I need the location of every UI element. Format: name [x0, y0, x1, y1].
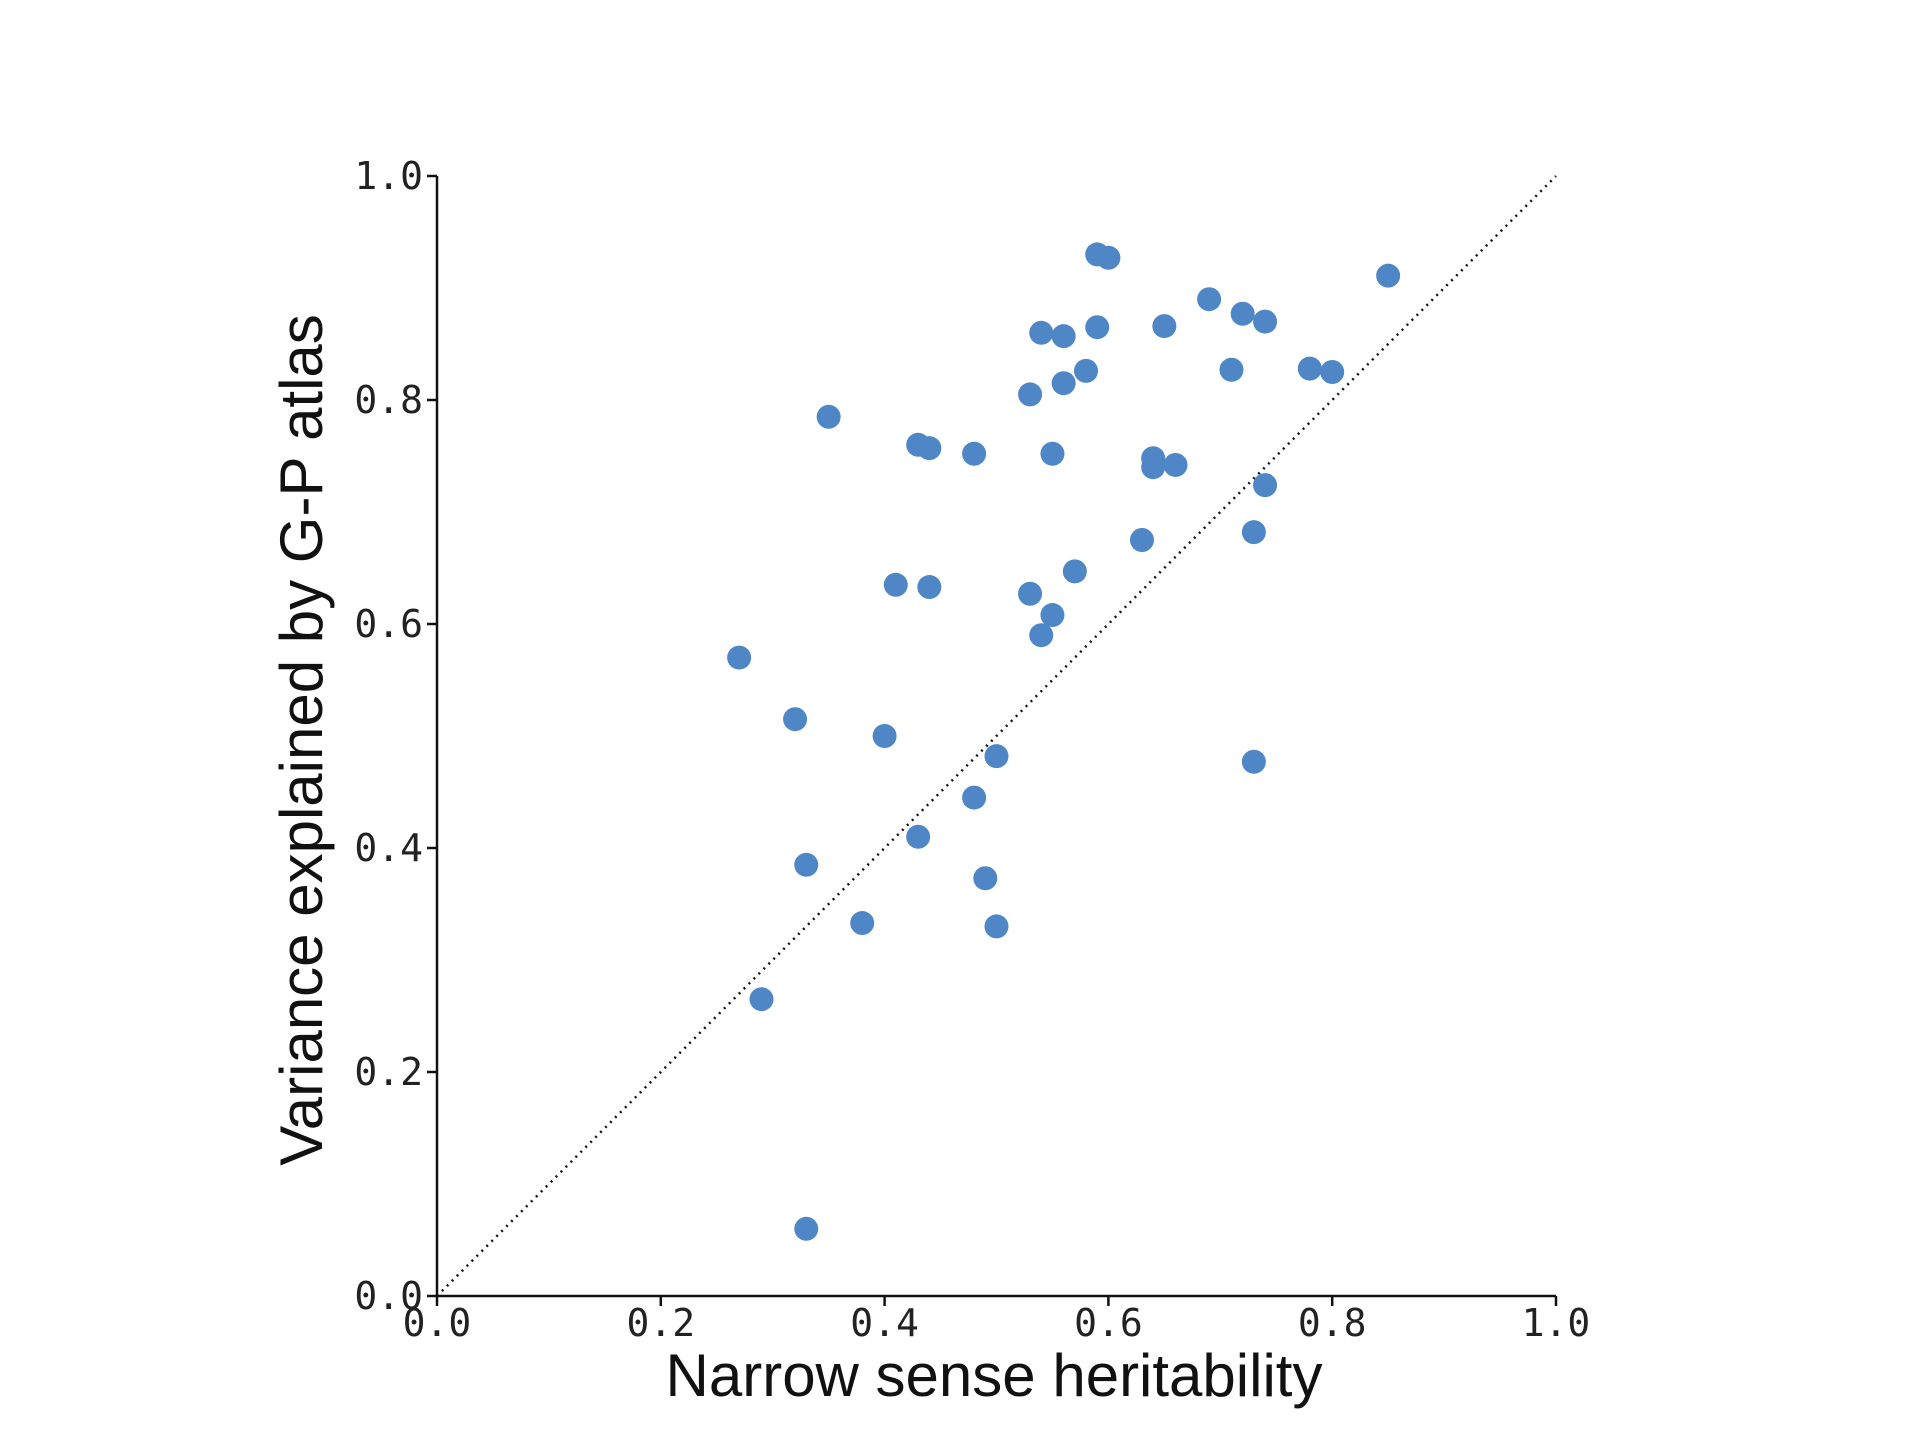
data-point [984, 914, 1009, 939]
data-point [783, 707, 808, 732]
data-point [1018, 382, 1043, 407]
data-point [1376, 263, 1401, 288]
data-point [984, 744, 1009, 769]
data-point [1320, 360, 1345, 384]
ticks-layer: 0.0 0.2 0.4 0.6 0.8 1.0 0.0 0.2 0.4 0.6 0.8 1.0 [354, 154, 1590, 1345]
axes-layer [435, 176, 1556, 1298]
x-tick-label: 1.0 [1522, 1301, 1591, 1345]
data-point [1241, 749, 1266, 774]
data-point [1219, 357, 1244, 382]
data-point [727, 645, 752, 670]
data-point [794, 1216, 819, 1241]
x-tick-label: 0.0 [403, 1301, 472, 1345]
data-point [749, 987, 774, 1012]
y-tick-label: 0.6 [354, 602, 423, 646]
x-tick-label: 0.8 [1298, 1301, 1367, 1345]
data-point [872, 724, 897, 748]
data-point [1040, 603, 1065, 628]
data-point [973, 866, 998, 891]
data-point [962, 785, 987, 810]
data-point [906, 824, 931, 849]
data-point [794, 852, 819, 877]
y-tick-label: 0.8 [354, 378, 423, 422]
y-tick-label: 0.2 [354, 1050, 423, 1094]
y-tick-label: 0.4 [354, 826, 423, 870]
data-point [1230, 301, 1255, 326]
data-point [883, 572, 908, 597]
data-point [1018, 581, 1043, 606]
data-point [850, 911, 875, 936]
points-layer [727, 242, 1401, 1241]
data-point [1029, 320, 1054, 345]
data-point [1085, 315, 1110, 340]
data-point [1152, 314, 1177, 339]
identity-reference-line [436, 175, 1557, 1297]
reference-line-layer [436, 175, 1557, 1297]
data-point [1062, 559, 1087, 584]
data-point [1253, 309, 1278, 334]
data-point [1129, 528, 1154, 552]
data-point [1141, 455, 1166, 480]
data-point [1197, 287, 1222, 312]
x-axis-title: Narrow sense heritability [666, 1342, 1323, 1409]
y-axis-title: Variance explained by G-P atlas [268, 314, 335, 1166]
data-point [917, 575, 942, 600]
data-point [1040, 441, 1065, 466]
data-point [1241, 520, 1266, 545]
x-tick-label: 0.4 [850, 1301, 919, 1345]
data-point [1163, 452, 1188, 477]
data-point [1074, 358, 1099, 383]
data-point [816, 404, 841, 429]
data-point [962, 441, 987, 466]
data-point [1029, 623, 1054, 648]
y-tick-label: 0.0 [354, 1274, 423, 1318]
data-point [1051, 371, 1076, 396]
data-point [1051, 324, 1076, 349]
x-tick-label: 0.2 [626, 1301, 695, 1345]
data-point [917, 436, 942, 461]
data-point [1096, 245, 1121, 270]
data-point [1297, 356, 1322, 381]
data-point [1253, 473, 1278, 498]
y-tick-label: 1.0 [354, 154, 423, 198]
x-tick-label: 0.6 [1074, 1301, 1143, 1345]
